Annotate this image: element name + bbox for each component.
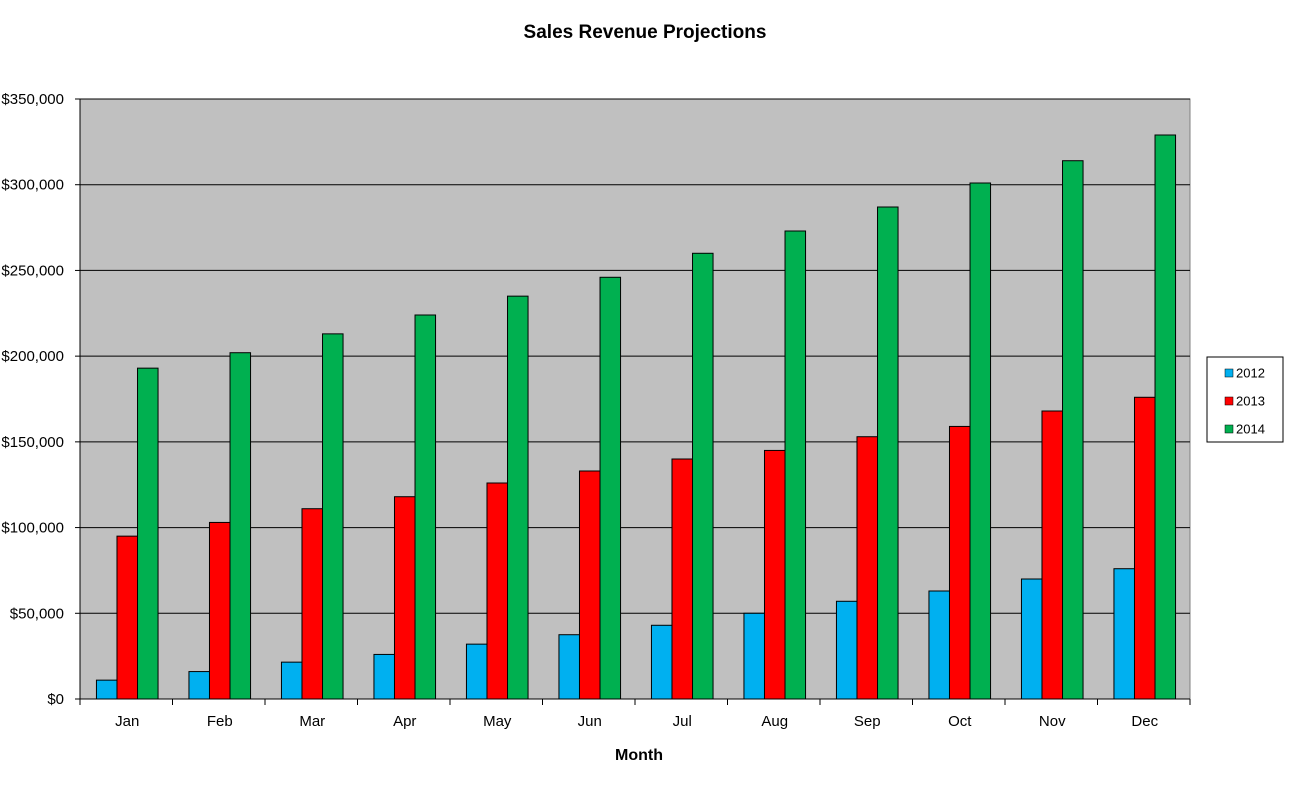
bar	[393, 496, 416, 700]
bar	[1041, 410, 1064, 700]
bar	[322, 333, 344, 700]
bar	[229, 352, 252, 700]
x-tick-label: Mar	[299, 713, 325, 730]
x-tick-label: Dec	[1131, 713, 1158, 730]
x-tick-label: Nov	[1039, 713, 1066, 730]
legend-swatch	[1224, 396, 1234, 406]
x-tick-label: Aug	[761, 713, 788, 730]
bar	[578, 470, 601, 700]
bar	[486, 482, 509, 700]
bar	[856, 436, 879, 700]
bar	[414, 314, 437, 700]
bar	[763, 449, 786, 700]
y-tick-label: $0	[47, 691, 64, 708]
bar	[208, 521, 231, 700]
x-tick-label: Feb	[207, 713, 233, 730]
y-tick-label: $100,000	[1, 520, 64, 537]
bar	[692, 252, 714, 700]
bar	[1113, 568, 1135, 700]
x-tick-label: May	[483, 713, 512, 730]
bar	[465, 643, 488, 700]
legend-box	[1206, 356, 1284, 443]
bar	[280, 661, 303, 700]
legend-swatch	[1224, 424, 1234, 434]
bar	[95, 679, 118, 700]
bar	[650, 624, 673, 700]
bar	[1154, 134, 1177, 700]
chart-title: Sales Revenue Projections	[524, 22, 767, 43]
legend-swatch	[1224, 368, 1234, 378]
x-tick-label: Jul	[673, 713, 692, 730]
plot-area	[79, 98, 1191, 700]
bar	[301, 508, 324, 700]
bar	[1062, 160, 1084, 700]
bar	[137, 367, 159, 700]
bar	[743, 612, 765, 700]
x-axis-title: Month	[615, 747, 663, 764]
y-tick-label: $150,000	[1, 434, 64, 451]
bar	[948, 425, 971, 700]
bar	[1020, 578, 1043, 700]
y-tick-label: $350,000	[1, 91, 64, 108]
bar	[671, 458, 694, 700]
y-tick-label: $250,000	[1, 262, 64, 279]
bar	[835, 600, 858, 700]
bar	[969, 182, 992, 700]
legend-label: 2014	[1236, 421, 1265, 436]
x-tick-label: Oct	[948, 713, 972, 730]
bar	[1133, 396, 1156, 700]
bar	[877, 206, 899, 700]
bar	[188, 671, 210, 700]
bar	[116, 535, 139, 700]
bar	[373, 653, 395, 700]
y-tick-label: $50,000	[10, 605, 64, 622]
x-tick-label: Sep	[854, 713, 881, 730]
legend-label: 2012	[1236, 365, 1265, 380]
bar	[599, 276, 622, 700]
bar	[507, 295, 529, 700]
y-tick-label: $200,000	[1, 348, 64, 365]
x-tick-label: Apr	[393, 713, 416, 730]
bar	[784, 230, 807, 700]
y-tick-label: $300,000	[1, 177, 64, 194]
x-tick-label: Jun	[578, 713, 602, 730]
x-tick-label: Jan	[115, 713, 139, 730]
bar	[558, 634, 580, 700]
legend-label: 2013	[1236, 393, 1265, 408]
bar	[928, 590, 950, 700]
